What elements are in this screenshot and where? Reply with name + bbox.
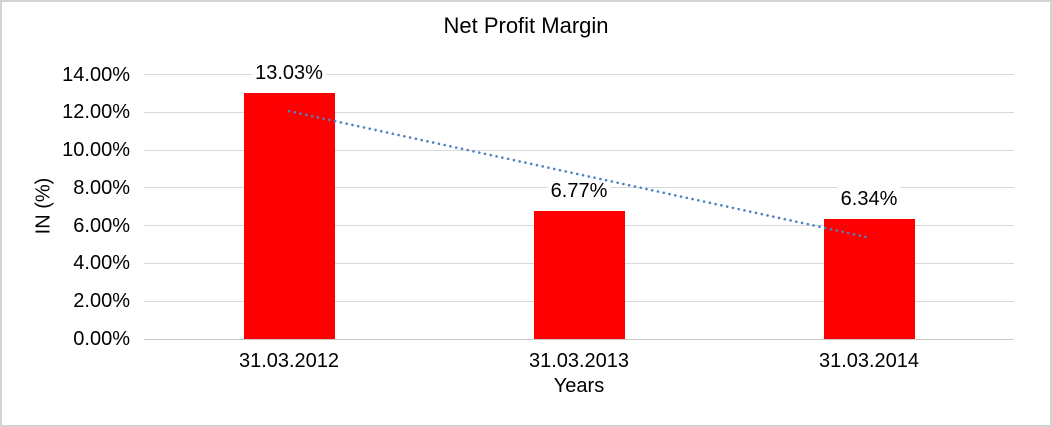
gridline <box>144 74 1014 75</box>
bar-31.03.2012 <box>243 92 335 339</box>
x-tick-label: 31.03.2014 <box>818 350 920 372</box>
y-tick-label: 6.00% <box>73 214 130 237</box>
bar-31.03.2013 <box>533 211 625 339</box>
y-tick-label: 4.00% <box>73 252 130 275</box>
x-tick-label: 31.03.2013 <box>528 350 630 372</box>
data-label: 6.34% <box>837 187 901 212</box>
data-label: 6.77% <box>547 179 611 204</box>
y-tick-label: 2.00% <box>73 290 130 313</box>
y-axis-title: IN (%) <box>32 177 55 235</box>
x-tick-label: 31.03.2012 <box>238 350 340 372</box>
x-axis-title: Years <box>553 375 605 397</box>
data-label: 13.03% <box>252 60 326 85</box>
y-tick-label: 10.00% <box>62 139 130 162</box>
y-tick-label: 14.00% <box>62 63 130 86</box>
bar-31.03.2014 <box>823 219 915 339</box>
y-tick-label: 12.00% <box>62 101 130 124</box>
y-tick-label: 0.00% <box>73 328 130 350</box>
x-axis-line <box>144 338 1014 340</box>
chart-title: Net Profit Margin <box>443 13 609 38</box>
y-tick-label: 8.00% <box>73 176 130 199</box>
